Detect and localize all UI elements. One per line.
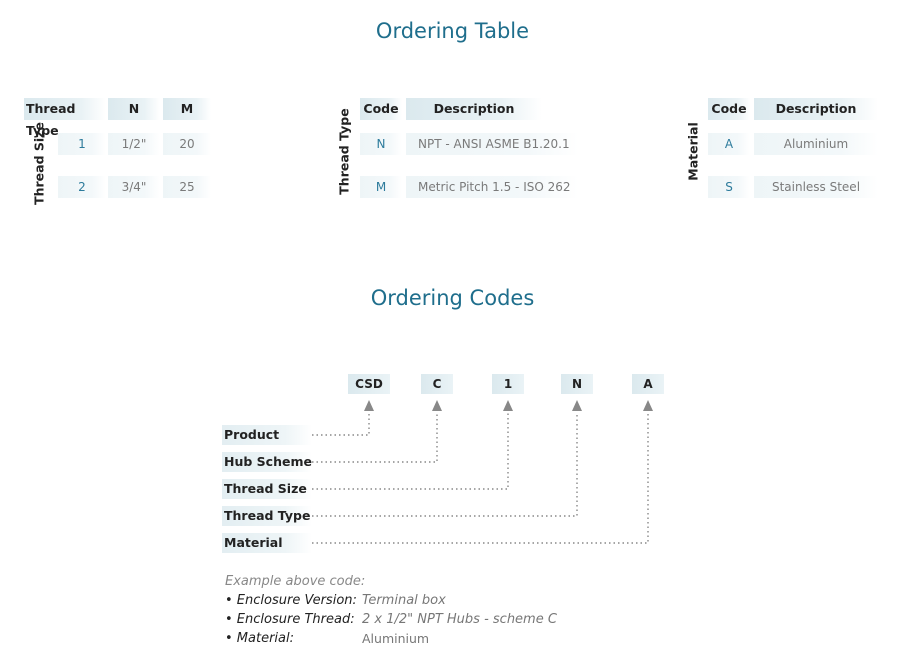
thread-size-header-n: N xyxy=(108,98,160,120)
example-key: • Material: xyxy=(225,631,294,646)
code-material: A xyxy=(632,374,664,394)
table-cell: Metric Pitch 1.5 - ISO 262 xyxy=(406,176,578,198)
example-heading: Example above code: xyxy=(225,574,366,589)
table-cell: 3/4" xyxy=(108,176,160,198)
label-hub-scheme: Hub Scheme xyxy=(222,452,312,472)
example-key: • Enclosure Version: xyxy=(225,593,357,608)
ordering-table-title: Ordering Table xyxy=(375,19,530,43)
thread-type-header-code: Code xyxy=(360,98,402,120)
table-cell: 1 xyxy=(58,133,106,155)
ordering-codes-title: Ordering Codes xyxy=(370,286,535,310)
example-value: Aluminium xyxy=(362,631,430,646)
table-cell: NPT - ANSI ASME B1.20.1 xyxy=(406,133,578,155)
table-cell: S xyxy=(708,176,750,198)
material-header-code: Code xyxy=(708,98,750,120)
leader-material xyxy=(312,412,649,544)
label-thread-size: Thread Size xyxy=(222,479,312,499)
leader-thread-type xyxy=(312,412,578,517)
leader-thread-size xyxy=(312,412,509,490)
table-cell: 25 xyxy=(163,176,211,198)
thread-size-header-m: M xyxy=(163,98,211,120)
label-product: Product xyxy=(222,425,312,445)
arrow-up-icon xyxy=(432,400,442,411)
arrow-up-icon xyxy=(572,400,582,411)
code-thread-type: N xyxy=(561,374,593,394)
table-cell: 1/2" xyxy=(108,133,160,155)
table-cell: Stainless Steel xyxy=(754,176,878,198)
code-hub-scheme: C xyxy=(421,374,453,394)
table-cell: 20 xyxy=(163,133,211,155)
example-value: Terminal box xyxy=(362,593,446,608)
table-cell: A xyxy=(708,133,750,155)
leader-hub-scheme xyxy=(312,412,438,463)
arrow-up-icon xyxy=(364,400,374,411)
leader-product xyxy=(312,412,370,436)
code-thread-size: 1 xyxy=(492,374,524,394)
example-value: 2 x 1/2" NPT Hubs - scheme C xyxy=(362,612,557,627)
table-cell: 2 xyxy=(58,176,106,198)
label-thread-type: Thread Type xyxy=(222,506,312,526)
label-material: Material xyxy=(222,533,312,553)
example-item: • Enclosure Version: Terminal box xyxy=(225,593,446,608)
material-header-desc: Description xyxy=(754,98,878,120)
example-key: • Enclosure Thread: xyxy=(225,612,355,627)
thread-size-header-type: Thread Type xyxy=(24,98,106,138)
thread-type-header-desc: Description xyxy=(406,98,542,120)
table-cell: Aluminium xyxy=(754,133,878,155)
example-item: • Enclosure Thread: 2 x 1/2" NPT Hubs - … xyxy=(225,612,557,627)
arrow-up-icon xyxy=(643,400,653,411)
arrow-up-icon xyxy=(503,400,513,411)
example-item: • Material: Aluminium xyxy=(225,631,429,646)
table-cell: N xyxy=(360,133,402,155)
table-cell: M xyxy=(360,176,402,198)
code-product: CSD xyxy=(348,374,390,394)
